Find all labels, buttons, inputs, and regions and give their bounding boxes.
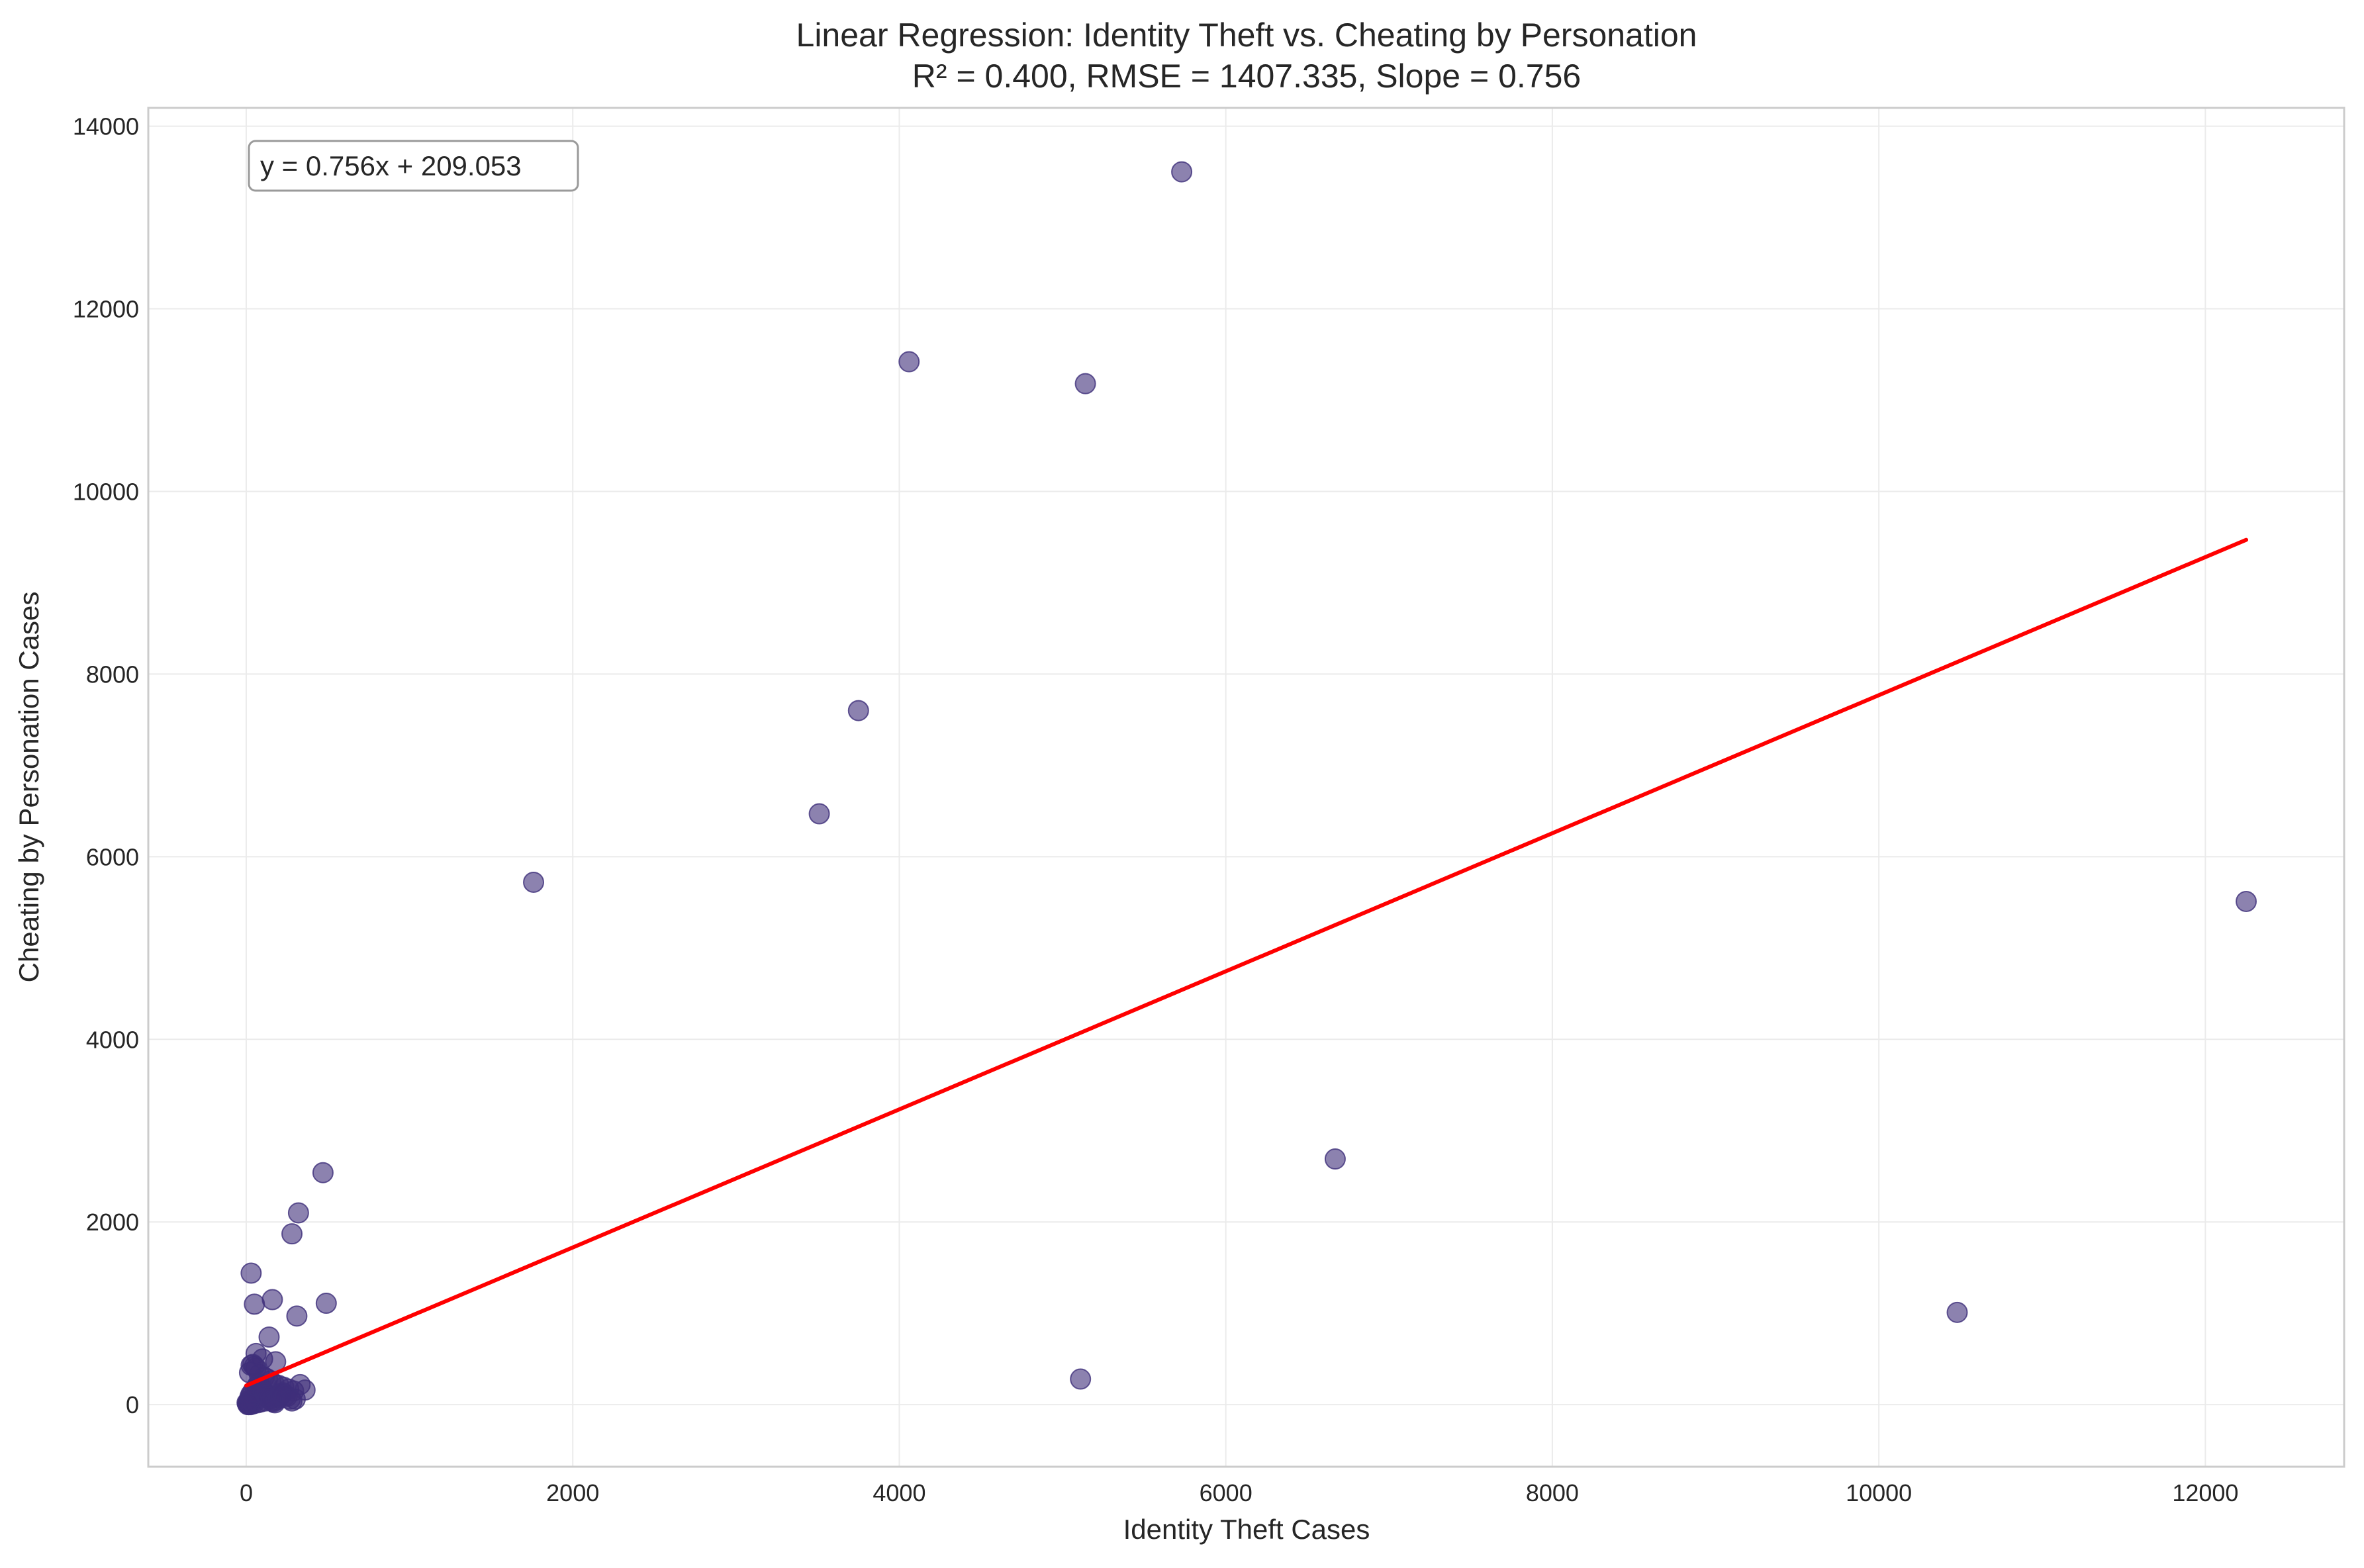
data-point [1070, 1368, 1092, 1390]
data-point [281, 1223, 303, 1245]
data-point [281, 1390, 303, 1412]
x-tick-label: 8000 [1526, 1479, 1579, 1506]
y-axis-ticks: 0 2000 4000 6000 8000 10000 12000 14000 [73, 113, 139, 1419]
plot-frame [147, 107, 2345, 1468]
data-point [244, 1293, 265, 1315]
data-point [287, 1202, 309, 1224]
data-point [261, 1289, 283, 1311]
data-point [1946, 1301, 1968, 1323]
data-point [240, 1262, 262, 1284]
y-tick-label: 12000 [73, 296, 139, 323]
regression-line [244, 537, 2249, 1388]
data-point [523, 871, 545, 893]
y-tick-label: 2000 [86, 1209, 139, 1236]
equation-box [248, 140, 579, 192]
y-tick-label: 14000 [73, 113, 139, 140]
data-point [286, 1305, 308, 1327]
x-axis-label: Identity Theft Cases [1123, 1514, 1370, 1545]
x-axis-ticks: 0 2000 4000 6000 8000 10000 12000 [240, 1479, 2238, 1506]
y-tick-label: 8000 [86, 661, 139, 688]
x-tick-label: 4000 [873, 1479, 925, 1506]
data-point [1324, 1148, 1346, 1170]
data-point [2236, 890, 2257, 912]
data-point [312, 1162, 334, 1183]
y-tick-label: 4000 [86, 1026, 139, 1053]
data-point [244, 1356, 265, 1377]
chart-subtitle: R² = 0.400, RMSE = 1407.335, Slope = 0.7… [912, 58, 1581, 95]
data-point [898, 351, 920, 373]
data-point [1074, 373, 1096, 394]
chart-title: Linear Regression: Identity Theft vs. Ch… [796, 17, 1697, 54]
y-tick-label: 6000 [86, 843, 139, 870]
y-tick-label: 10000 [73, 478, 139, 505]
equation-annotation: y = 0.756x + 209.053 [248, 140, 579, 192]
data-point [847, 700, 869, 721]
equation-text: y = 0.756x + 209.053 [260, 150, 522, 181]
data-point [1171, 161, 1193, 183]
y-axis-label: Cheating by Personation Cases [13, 592, 44, 983]
data-point [258, 1326, 280, 1348]
data-point [315, 1293, 337, 1314]
x-tick-label: 6000 [1200, 1479, 1253, 1506]
grid [148, 108, 2344, 1467]
data-point [808, 803, 830, 825]
x-tick-label: 0 [240, 1479, 253, 1506]
x-tick-label: 12000 [2172, 1479, 2238, 1506]
y-tick-label: 0 [126, 1391, 139, 1418]
x-tick-label: 2000 [546, 1479, 599, 1506]
x-tick-label: 10000 [1846, 1479, 1912, 1506]
